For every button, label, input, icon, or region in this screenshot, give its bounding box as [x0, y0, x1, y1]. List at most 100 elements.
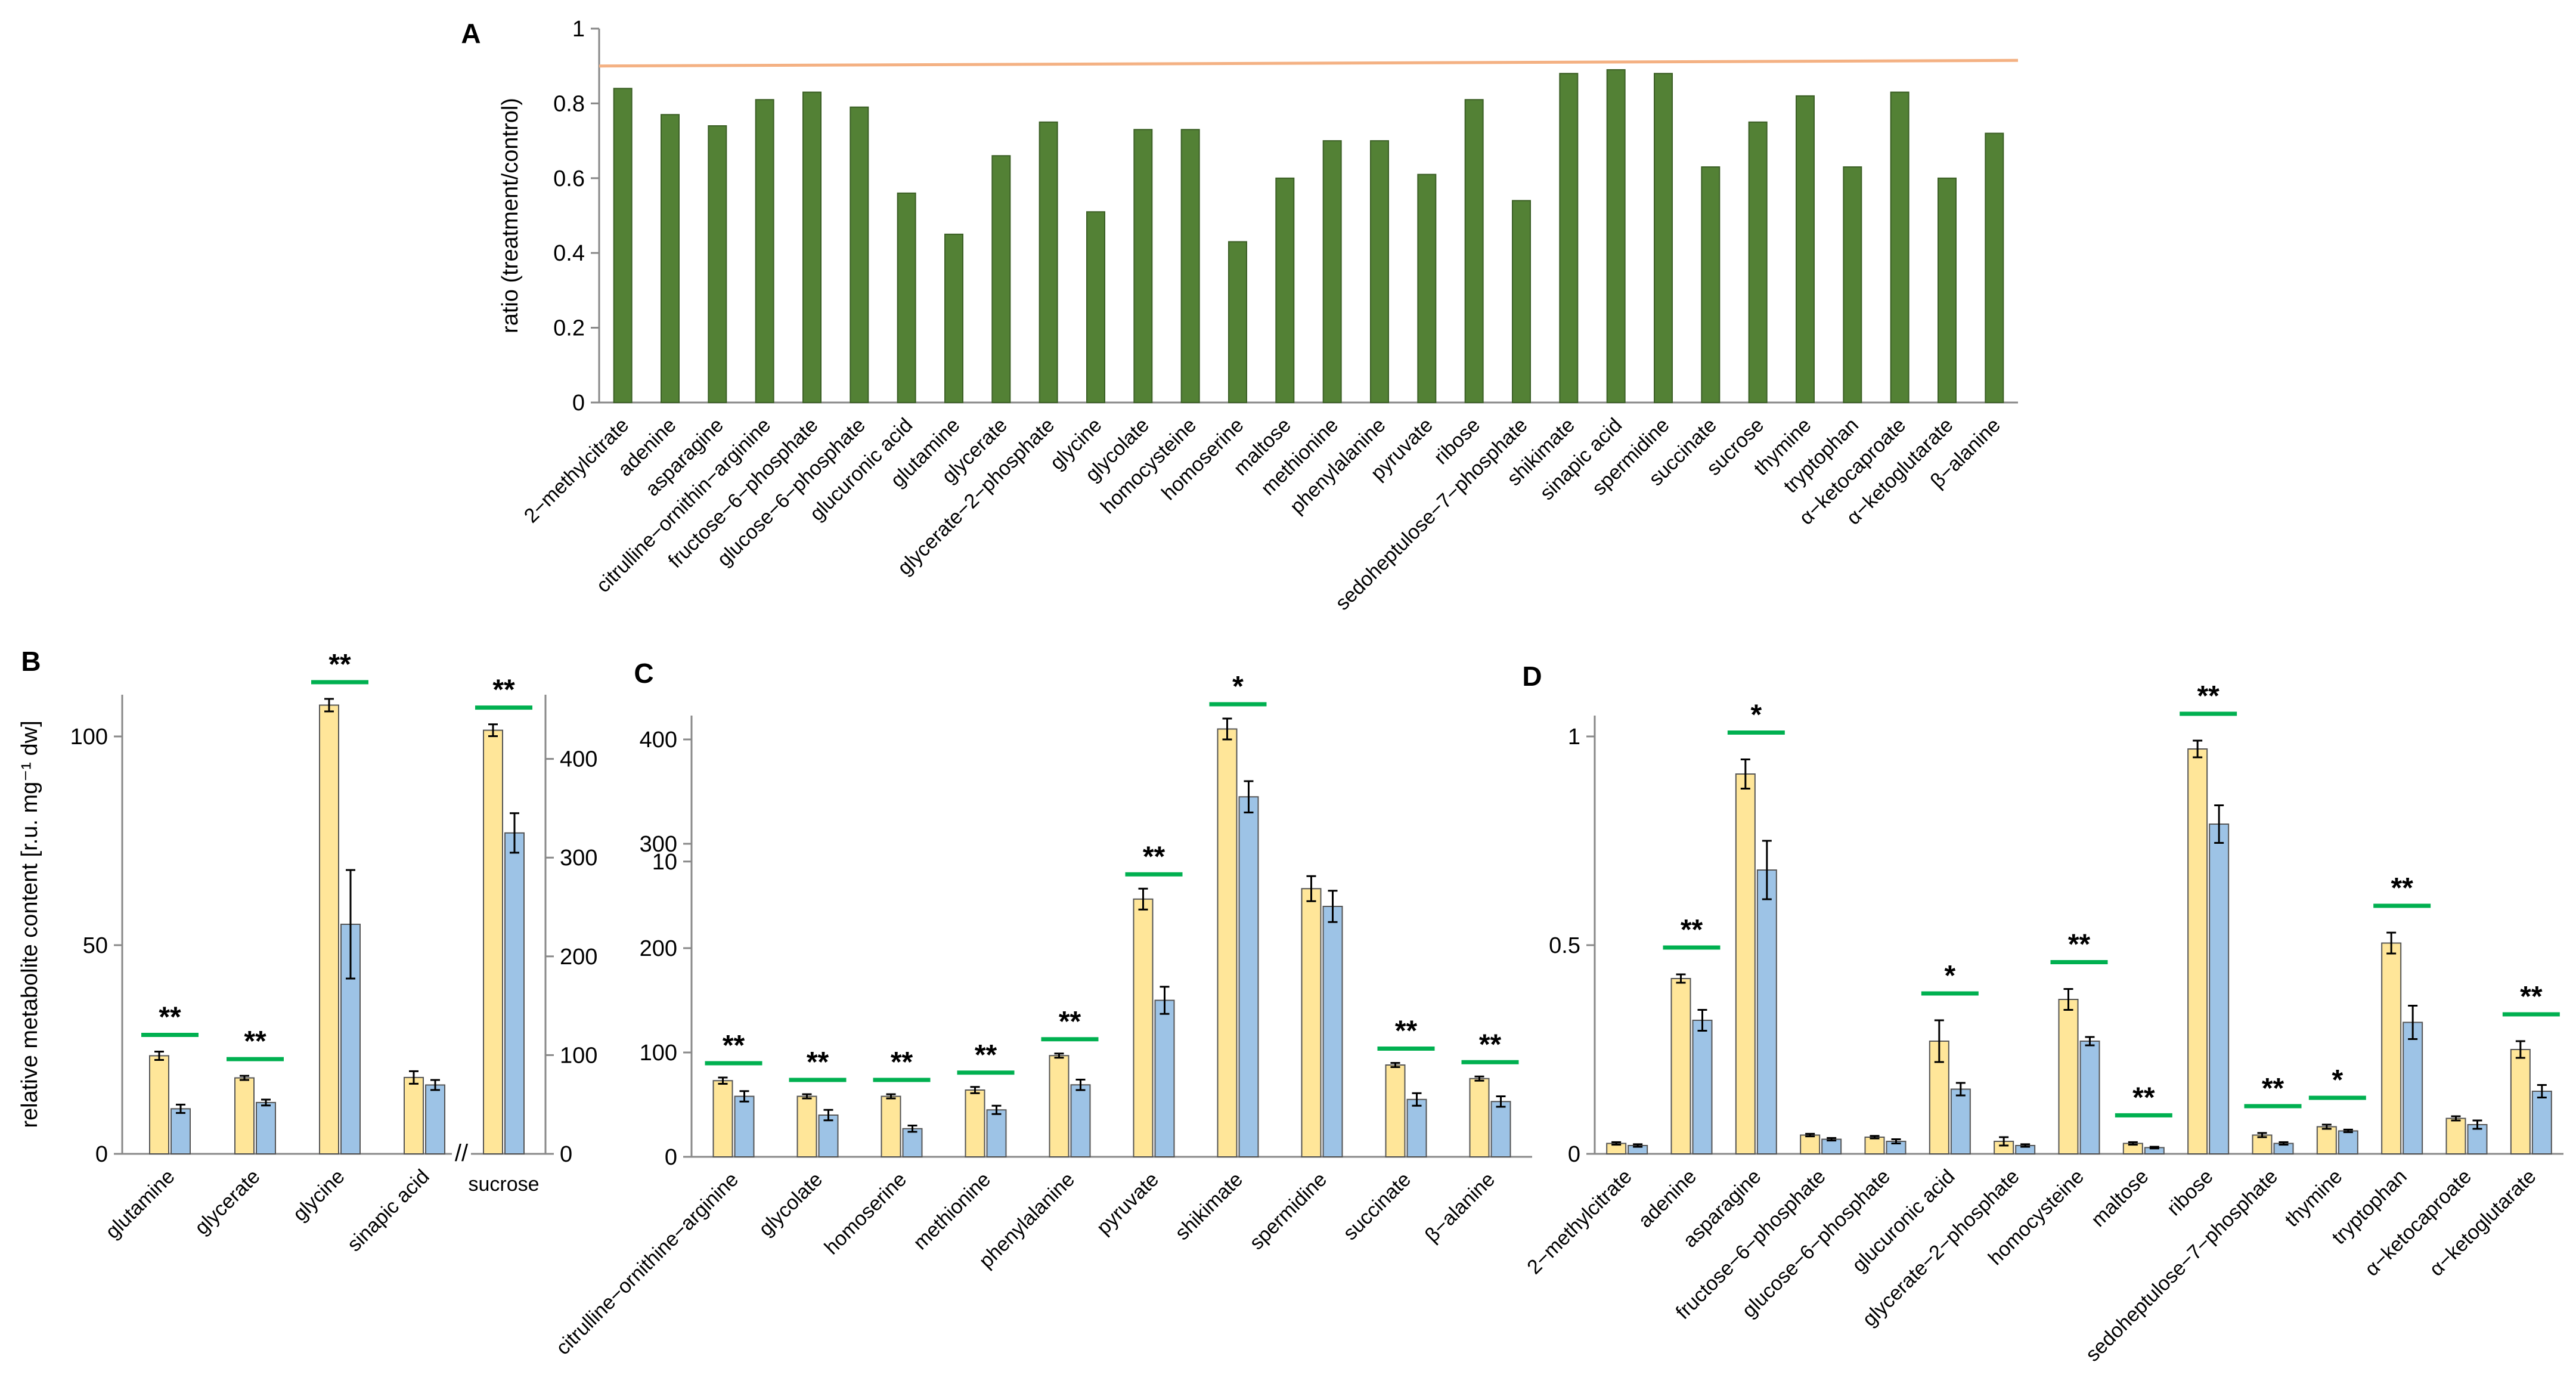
- panel-c-x-tick-label: shikimate: [1171, 1168, 1247, 1245]
- panel-c-x-tick-label: glycolate: [754, 1168, 827, 1241]
- panel-c-y-tick-label: 0: [665, 1145, 677, 1170]
- panel-c-bar-control: [1133, 898, 1154, 1157]
- panel-c-significance-mark: **: [1059, 1006, 1081, 1038]
- panel-a-bar: [802, 91, 822, 403]
- panel-a-bar: [1464, 99, 1484, 403]
- panel-d-x-tick-label: thymine: [2280, 1165, 2346, 1231]
- panel-c-x-tick-label: spermidine: [1245, 1168, 1331, 1254]
- panel-c-x-tick-label: β−alanine: [1421, 1168, 1499, 1247]
- panel-a-y-tick-label: 0.6: [553, 166, 585, 191]
- panel-c-bar-control: [1301, 888, 1322, 1157]
- panel-c-y-tick-label: 300: [640, 832, 677, 857]
- panel-b-bar-treatment: [504, 832, 525, 1155]
- panel-b-bar-control: [483, 729, 503, 1154]
- panel-a-bar: [1039, 121, 1058, 403]
- panel-d-bar-control: [1800, 1134, 1821, 1154]
- panel-b-axis-break: //: [455, 1140, 469, 1166]
- panel-c-significance-mark: **: [1143, 841, 1165, 872]
- panel-a-y-axis-title: ratio (treatment/control): [498, 98, 523, 333]
- panel-b-y-tick-label: 50: [83, 933, 108, 958]
- panel-a-bar: [1938, 177, 1957, 403]
- panel-c-bar-control: [1385, 1064, 1406, 1157]
- panel-c-y-tick-label: 200: [640, 936, 677, 961]
- panel-b-y-tick-label-right: 100: [560, 1043, 597, 1068]
- panel-b-y-axis-title: relative metabolite content [r.u. mg⁻¹ d…: [17, 720, 42, 1128]
- panel-a-bar: [1654, 73, 1673, 404]
- panel-c-bar-control: [1217, 728, 1238, 1157]
- panel-label-c: C: [634, 658, 653, 689]
- panel-c-x-tick-label: pyruvate: [1092, 1168, 1163, 1239]
- panel-c-x-tick-label: citrulline−ornithine−arginine: [551, 1168, 743, 1360]
- panel-a-bar: [613, 88, 633, 403]
- panel-a-bar: [944, 233, 963, 403]
- panel-c-bar-treatment: [902, 1128, 923, 1157]
- panel-a-bar: [1370, 140, 1389, 403]
- panel-d-y-tick-label: 1: [1568, 725, 1580, 750]
- panel-b-bar-control: [234, 1077, 255, 1154]
- panel-d-significance-mark: **: [2520, 981, 2543, 1013]
- panel-d-bar-treatment: [1756, 869, 1777, 1154]
- panel-a-bar: [1086, 211, 1105, 403]
- panel-c-y-tick-label: 100: [640, 1041, 677, 1066]
- panel-b-significance-mark: **: [159, 1002, 181, 1033]
- panel-d-significance-mark: *: [1944, 960, 1955, 992]
- panel-a-bar: [1180, 129, 1200, 403]
- panel-c-significance-mark: **: [807, 1047, 829, 1078]
- panel-b-x-tick-label: sucrose: [468, 1173, 539, 1196]
- panel-d-bar-control: [2316, 1126, 2337, 1154]
- panel-b-bar-treatment: [256, 1101, 276, 1155]
- panel-d-significance-mark: **: [2197, 680, 2219, 712]
- panel-c-bar-treatment: [734, 1095, 755, 1157]
- panel-a-y-tick-label: 0.8: [553, 91, 585, 116]
- panel-label-b: B: [21, 646, 41, 677]
- panel-d-significance-mark: **: [2262, 1073, 2284, 1104]
- panel-c-significance-mark: **: [891, 1047, 913, 1078]
- panel-c-bar-treatment: [1322, 906, 1343, 1157]
- panel-c-significance-mark: **: [975, 1039, 997, 1071]
- panel-d-bar-treatment: [1692, 1020, 1713, 1154]
- panel-a-bar: [1606, 69, 1626, 404]
- panel-d-significance-mark: *: [2332, 1064, 2343, 1096]
- panel-a-y-tick-label: 0: [572, 391, 585, 416]
- panel-a-y-tick-label: 0.2: [553, 316, 585, 341]
- panel-d-significance-mark: **: [1681, 914, 1703, 946]
- panel-c-bar-control: [712, 1080, 733, 1157]
- panel-c-x-tick-label: methionine: [909, 1168, 995, 1254]
- panel-label-a: A: [461, 18, 481, 49]
- panel-b-significance-mark: **: [492, 674, 515, 706]
- panel-a-bar: [1275, 177, 1295, 403]
- panel-b-significance-mark: **: [244, 1026, 266, 1057]
- panel-a-x-tick-label: 2−methylcitrate: [520, 414, 634, 528]
- panel-d-bar-control: [1864, 1137, 1885, 1154]
- panel-a-bar: [1796, 95, 1815, 404]
- panel-label-d: D: [1522, 661, 1542, 692]
- panel-d-bar-control: [1670, 978, 1691, 1154]
- panel-b-y-tick-label: 100: [70, 725, 108, 750]
- panel-b-y-tick-label: 0: [95, 1142, 108, 1167]
- panel-d-x-tick-label: maltose: [2087, 1165, 2153, 1231]
- panel-d-bar-treatment: [2531, 1091, 2552, 1154]
- panel-c-significance-mark: **: [1479, 1029, 1502, 1060]
- panel-a-bar: [1843, 166, 1862, 403]
- panel-d-y-tick-label: 0.5: [1549, 933, 1580, 958]
- panel-c-bar-treatment: [1154, 999, 1175, 1157]
- panel-c-bar-treatment: [818, 1115, 839, 1157]
- panel-d-bar-control: [2058, 999, 2079, 1154]
- panel-b-y-tick-label-right: 200: [560, 945, 597, 970]
- panel-d-bar-treatment: [1821, 1138, 1842, 1154]
- panel-a-bar: [991, 155, 1011, 403]
- panel-c-y-tick-label: 400: [640, 727, 677, 753]
- panel-a-y-tick-label: 1: [572, 17, 585, 42]
- panel-a-bar: [1985, 132, 2004, 403]
- panel-a-bar: [708, 125, 727, 404]
- panel-b-bar-control: [404, 1076, 424, 1155]
- panel-d-significance-mark: *: [1750, 699, 1762, 731]
- panel-d-y-tick-label: 0: [1568, 1142, 1580, 1167]
- panel-c-bar-treatment: [1490, 1101, 1511, 1157]
- panel-b-bar-treatment: [425, 1084, 445, 1154]
- panel-a-bar: [1228, 241, 1247, 403]
- panel-a-bar: [1133, 129, 1153, 403]
- panel-b-bar-control: [319, 704, 339, 1154]
- panel-a-bar: [850, 106, 869, 403]
